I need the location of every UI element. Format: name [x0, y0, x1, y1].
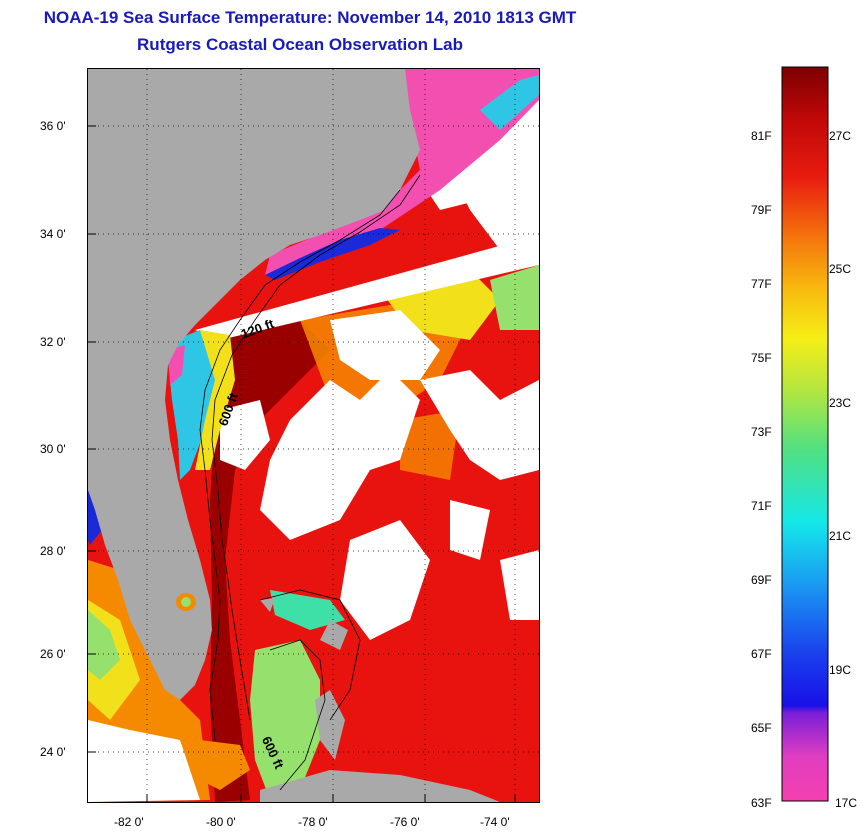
- temperature-colorbar: [781, 66, 829, 802]
- lat-label-28: 28 0': [40, 544, 66, 558]
- colorbar-f-67: 67F: [751, 647, 772, 661]
- colorbar-f-65: 65F: [751, 721, 772, 735]
- axis-ticks: [88, 125, 516, 802]
- land-mass: [88, 69, 420, 700]
- colorbar-f-75: 75F: [751, 351, 772, 365]
- colorbar-c-23: 23C: [829, 396, 852, 410]
- cold-coastal-water-north: [265, 69, 539, 275]
- bahamas-bank-cyan: [270, 590, 345, 630]
- map-subtitle: Rutgers Coastal Ocean Observation Lab: [137, 35, 463, 54]
- colorbar-c-17: 17C: [835, 796, 858, 810]
- bahamas-bank: [250, 640, 320, 800]
- lat-label-32: 32 0': [40, 335, 66, 349]
- colorbar-f-69: 69F: [751, 573, 772, 587]
- colorbar-f-81: 81F: [751, 129, 772, 143]
- colorbar-f-73: 73F: [751, 425, 772, 439]
- satellite-swath-gap: [195, 235, 539, 340]
- lon-label-78: -78 0': [298, 815, 328, 829]
- bahamas-islands: [260, 598, 348, 760]
- depth-contours: [199, 174, 421, 791]
- cuba-land: [260, 770, 500, 802]
- colorbar-c-27: 27C: [829, 129, 852, 143]
- ocean-orange-region-2: [400, 410, 460, 480]
- lon-label-74: -74 0': [480, 815, 510, 829]
- colorbar-f-71: 71F: [751, 499, 772, 513]
- lat-lon-grid: [88, 69, 539, 802]
- gulf-mexico-green: [88, 610, 120, 680]
- colorbar-f-79: 79F: [751, 203, 772, 217]
- lat-label-30: 30 0': [40, 442, 66, 456]
- colorbar-c-25: 25C: [829, 262, 852, 276]
- cold-coastal-cyan-north: [480, 75, 539, 130]
- lat-label-26: 26 0': [40, 647, 66, 661]
- colorbar-c-19: 19C: [829, 663, 852, 677]
- colorbar-f-63: 63F: [751, 796, 772, 810]
- colorbar-c-21: 21C: [829, 529, 852, 543]
- lon-label-76: -76 0': [390, 815, 420, 829]
- lat-label-24: 24 0': [40, 745, 66, 759]
- lon-label-82: -82 0': [114, 815, 144, 829]
- cuba-channel-orange: [200, 740, 250, 790]
- ocean-green-region: [490, 265, 539, 330]
- map-title: NOAA-19 Sea Surface Temperature: Novembe…: [43, 8, 577, 27]
- colorbar-f-77: 77F: [751, 277, 772, 291]
- lat-label-34: 34 0': [40, 227, 66, 241]
- cold-coastal-blue-north: [265, 228, 400, 280]
- lat-label-36: 36 0': [40, 119, 66, 133]
- lon-label-80: -80 0': [206, 815, 236, 829]
